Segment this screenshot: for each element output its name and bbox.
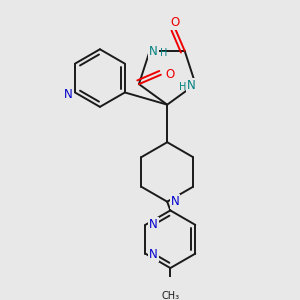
Text: N: N <box>64 88 73 100</box>
Text: CH₃: CH₃ <box>161 291 179 300</box>
Text: O: O <box>165 68 174 81</box>
Text: N: N <box>149 248 158 261</box>
Text: N: N <box>149 218 158 231</box>
Text: N: N <box>149 45 158 58</box>
Text: H: H <box>179 82 186 92</box>
Text: N: N <box>188 79 196 92</box>
Text: O: O <box>171 16 180 28</box>
Text: H: H <box>160 48 167 59</box>
Text: N: N <box>171 195 179 208</box>
